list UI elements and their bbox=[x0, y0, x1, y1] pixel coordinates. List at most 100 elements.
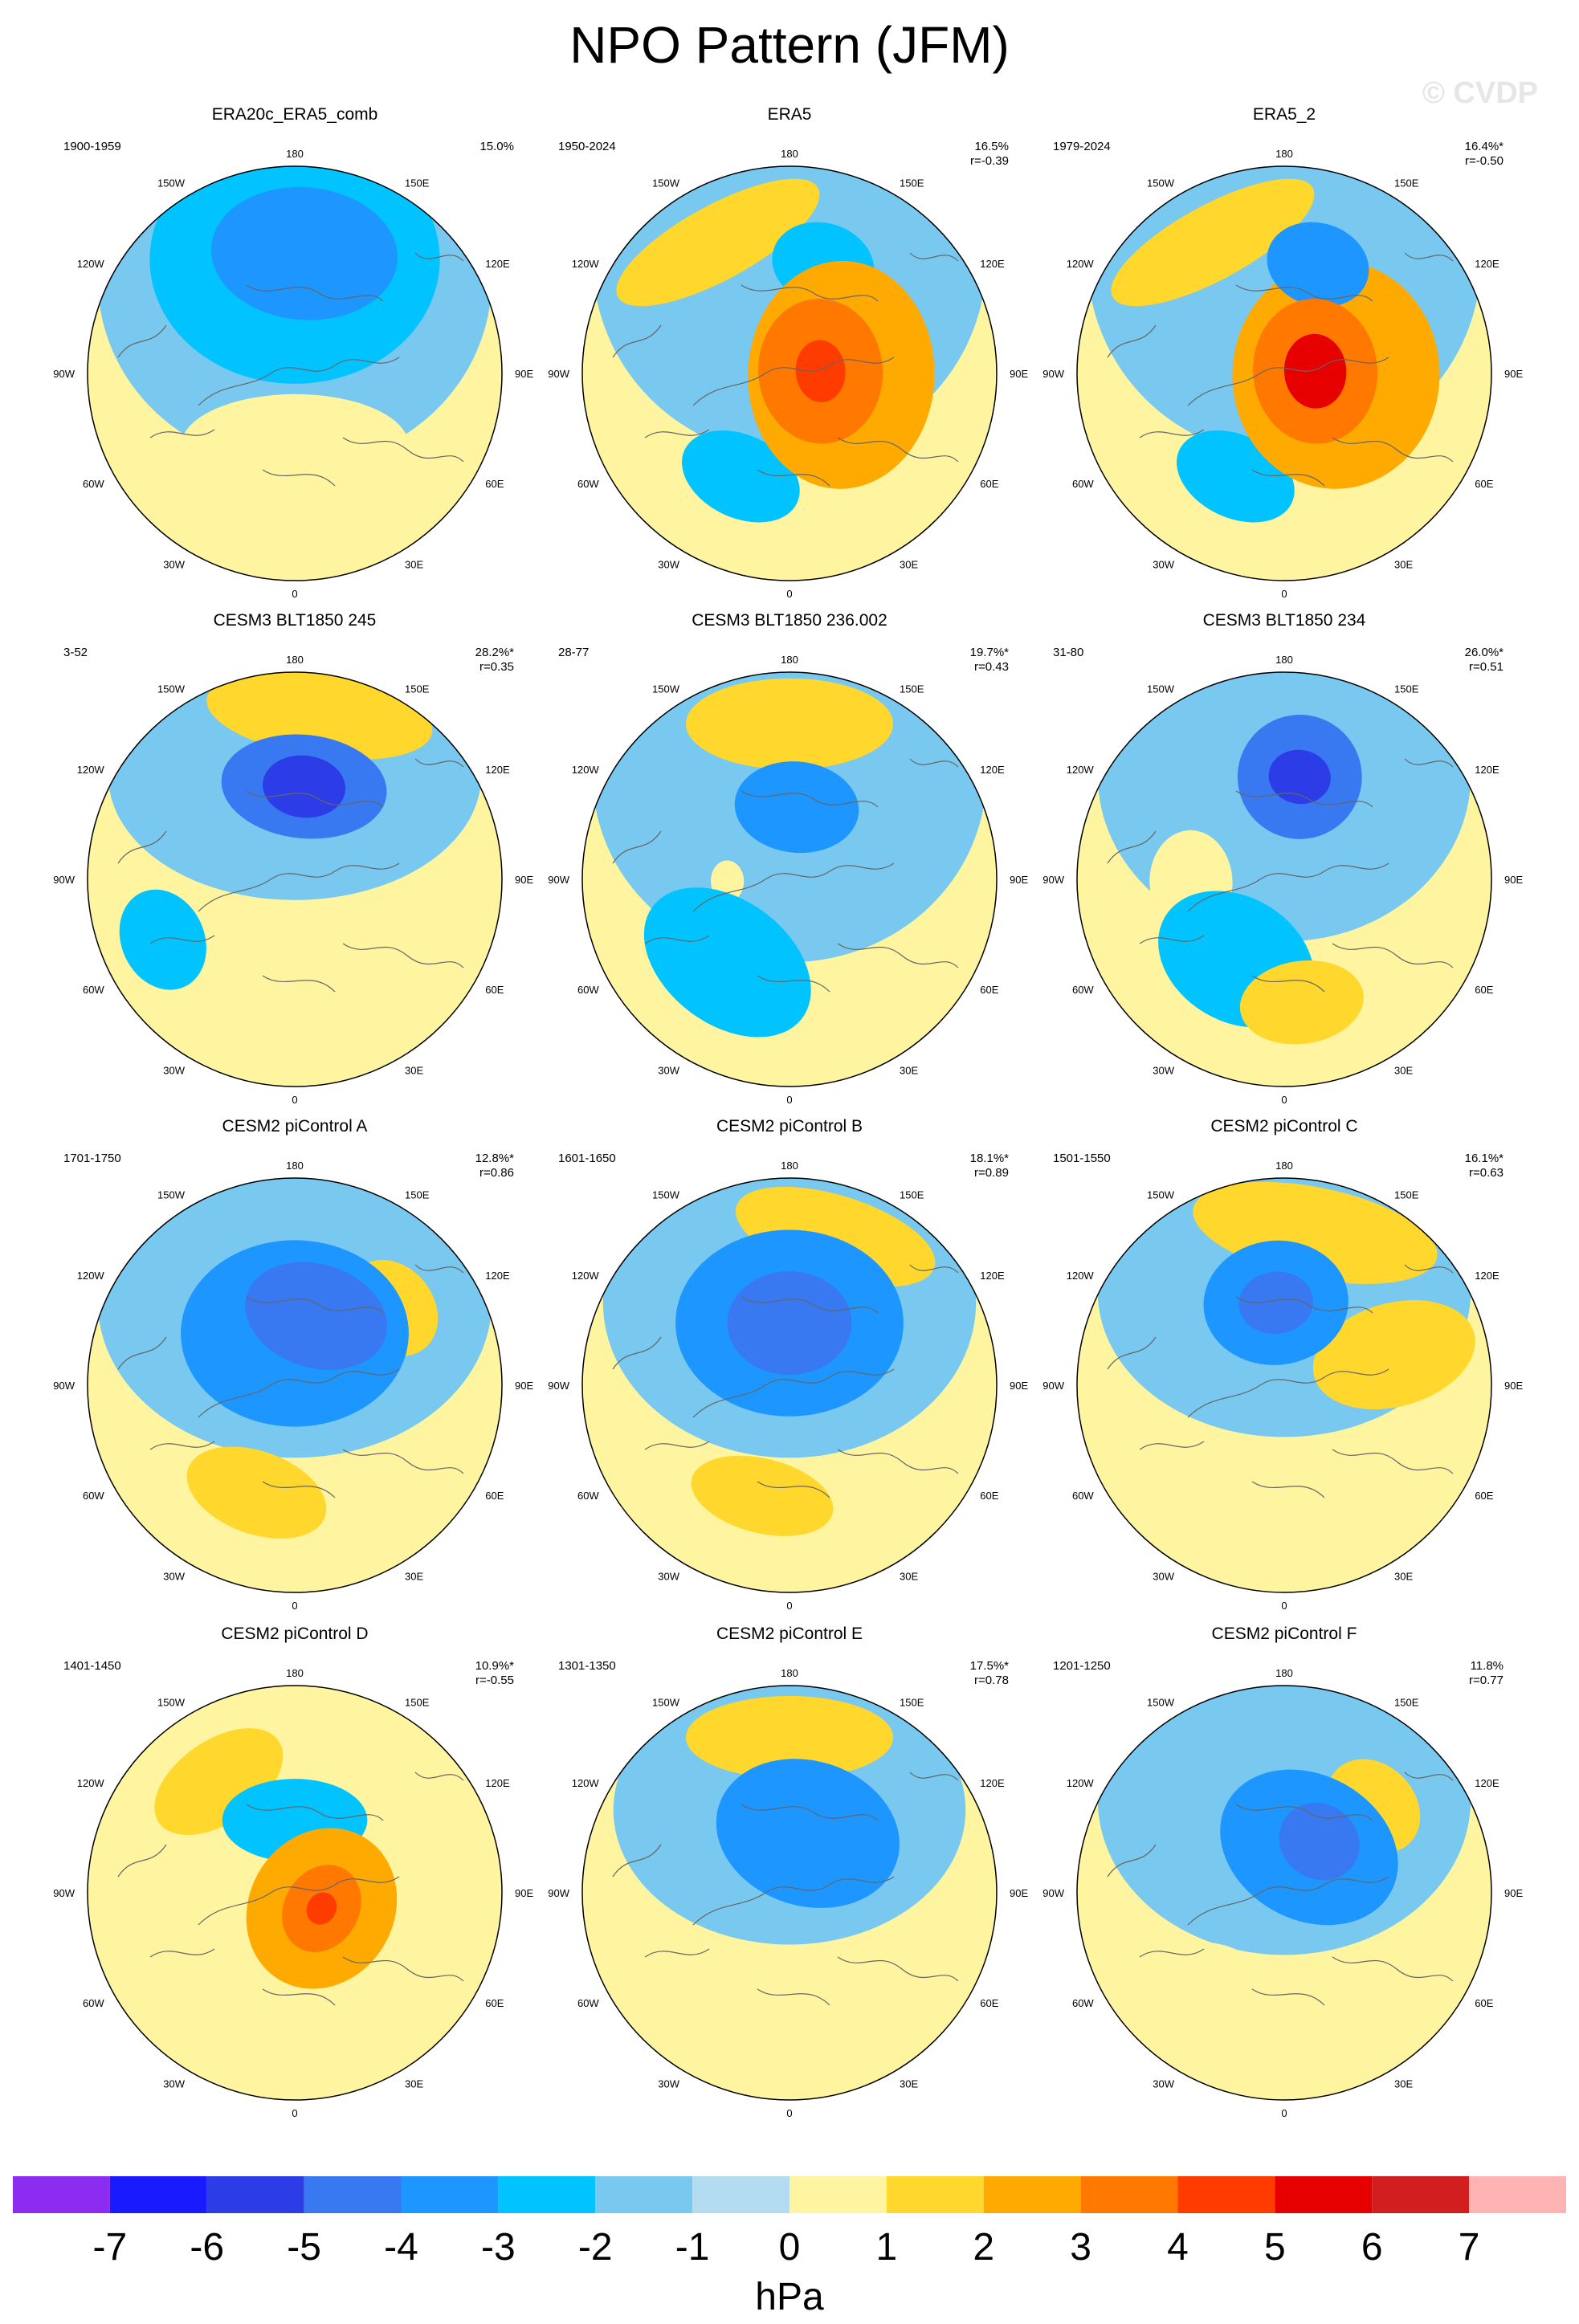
longitude-label: 0 bbox=[786, 1600, 792, 1612]
longitude-label: 180 bbox=[1275, 654, 1293, 666]
longitude-label: 90W bbox=[1042, 1380, 1064, 1392]
panel-title: CESM2 piControl D bbox=[221, 1625, 368, 1643]
longitude-label: 120E bbox=[485, 1777, 510, 1789]
panel-pct-variance: 28.2%* bbox=[475, 646, 515, 659]
contour-region bbox=[716, 1759, 900, 1908]
contour-region bbox=[643, 887, 811, 1038]
longitude-label: 60W bbox=[577, 478, 599, 490]
longitude-label: 30E bbox=[405, 1064, 423, 1076]
colorbar-label: 6 bbox=[1361, 2226, 1383, 2269]
longitude-label: 90E bbox=[1010, 368, 1028, 380]
colorbar-swatch bbox=[692, 2176, 790, 2213]
panel-years: 1900-1959 bbox=[63, 140, 121, 153]
panel: CESM2 piControl F 1201-1250 11.8%r=0.77 180… bbox=[1042, 1625, 1523, 2119]
panel-correlation: r=-0.39 bbox=[970, 154, 1009, 168]
longitude-label: 30E bbox=[405, 2077, 423, 2090]
longitude-label: 150E bbox=[405, 683, 430, 695]
colorbar-label: 0 bbox=[779, 2226, 801, 2269]
panel-correlation: r=0.78 bbox=[974, 1674, 1009, 1687]
longitude-label: 60W bbox=[577, 984, 599, 996]
contour-region bbox=[181, 393, 410, 498]
longitude-label: 60E bbox=[1475, 478, 1493, 490]
panel-title: CESM3 BLT1850 245 bbox=[214, 611, 377, 630]
longitude-label: 30E bbox=[900, 1570, 918, 1582]
map-border bbox=[581, 671, 998, 1087]
longitude-label: 120W bbox=[77, 1270, 105, 1282]
longitude-label: 30E bbox=[1394, 1064, 1413, 1076]
longitude-label: 120E bbox=[980, 1777, 1005, 1789]
longitude-label: 60W bbox=[83, 478, 104, 490]
longitude-label: 30W bbox=[163, 1570, 185, 1582]
contour-region bbox=[1283, 333, 1347, 409]
panel: CESM2 piControl C 1501-1550 16.1%*r=0.63 18… bbox=[1042, 1117, 1523, 1612]
longitude-label: 120W bbox=[1067, 1777, 1095, 1789]
coastlines bbox=[117, 758, 464, 993]
longitude-label: 150E bbox=[405, 1189, 430, 1201]
longitude-label: 180 bbox=[1275, 148, 1293, 160]
longitude-label: 90E bbox=[1504, 1887, 1523, 1899]
longitude-label: 150E bbox=[1394, 683, 1419, 695]
colorbar-swatch bbox=[1080, 2176, 1178, 2213]
polar-map bbox=[88, 1686, 502, 2100]
longitude-label: 90W bbox=[1042, 368, 1064, 380]
polar-map bbox=[88, 1178, 502, 1592]
colorbar-unit: hPa bbox=[755, 2276, 824, 2318]
colorbar-swatch bbox=[983, 2176, 1081, 2213]
longitude-label: 150W bbox=[1147, 1697, 1175, 1709]
longitude-label: 30W bbox=[658, 2077, 679, 2090]
map-border bbox=[581, 1685, 998, 2101]
longitude-label: 90E bbox=[515, 874, 533, 886]
longitude-label: 150E bbox=[900, 683, 924, 695]
longitude-label: 60W bbox=[83, 1997, 104, 2009]
colorbar-swatch bbox=[401, 2176, 499, 2213]
longitude-label: 180 bbox=[286, 1667, 304, 1679]
panel-correlation: r=0.77 bbox=[1469, 1674, 1504, 1687]
panel-pct-variance: 16.5% bbox=[974, 140, 1009, 153]
longitude-label: 60W bbox=[1072, 478, 1094, 490]
longitude-label: 90E bbox=[1504, 874, 1523, 886]
longitude-label: 150E bbox=[405, 177, 430, 190]
longitude-label: 120W bbox=[1067, 258, 1095, 270]
panel-correlation: r=-0.50 bbox=[1465, 154, 1504, 168]
contour-region bbox=[1111, 178, 1315, 307]
panel-title: CESM3 BLT1850 236.002 bbox=[692, 611, 887, 630]
longitude-label: 30W bbox=[658, 558, 679, 570]
panel-pct-variance: 18.1%* bbox=[970, 1152, 1010, 1165]
panel-correlation: r=0.89 bbox=[974, 1166, 1009, 1180]
longitude-label: 180 bbox=[1275, 1667, 1293, 1679]
contour-region bbox=[694, 1946, 815, 2035]
coastlines bbox=[117, 1772, 464, 2006]
panel-years: 1301-1350 bbox=[558, 1659, 616, 1673]
longitude-label: 180 bbox=[1275, 1160, 1293, 1172]
panel: ERA5 1950-2024 16.5%r=-0.39 180 150E 120E 90E 6… bbox=[548, 105, 1028, 600]
longitude-label: 30E bbox=[1394, 1570, 1413, 1582]
panel: CESM3 BLT1850 236.002 28-77 19.7%*r=0.43 18… bbox=[548, 611, 1028, 1106]
panel-pct-variance: 12.8%* bbox=[475, 1152, 515, 1165]
longitude-label: 30W bbox=[163, 2077, 185, 2090]
longitude-label: 120W bbox=[572, 764, 600, 776]
longitude-label: 120E bbox=[1475, 764, 1499, 776]
longitude-label: 0 bbox=[786, 2107, 792, 2119]
longitude-label: 180 bbox=[781, 1667, 798, 1679]
longitude-label: 0 bbox=[1281, 2107, 1287, 2119]
contour-region bbox=[1268, 749, 1331, 805]
contour-region bbox=[211, 187, 398, 320]
panel-correlation: r=0.86 bbox=[479, 1166, 514, 1180]
colorbar-swatch bbox=[1372, 2176, 1470, 2213]
longitude-label: 60E bbox=[1475, 984, 1493, 996]
colorbar-label: 5 bbox=[1264, 2226, 1286, 2269]
longitude-label: 30W bbox=[1153, 1570, 1174, 1582]
longitude-label: 120E bbox=[485, 764, 510, 776]
longitude-label: 150W bbox=[652, 683, 680, 695]
longitude-label: 60E bbox=[980, 984, 998, 996]
longitude-label: 30W bbox=[1153, 1064, 1174, 1076]
panel-years: 1701-1750 bbox=[63, 1152, 121, 1165]
longitude-label: 120E bbox=[980, 258, 1005, 270]
longitude-label: 60W bbox=[577, 1997, 599, 2009]
contour-region bbox=[686, 678, 893, 770]
longitude-label: 0 bbox=[1281, 588, 1287, 600]
longitude-label: 30E bbox=[1394, 2077, 1413, 2090]
colorbar-label: 2 bbox=[973, 2226, 994, 2269]
longitude-label: 60E bbox=[485, 1490, 504, 1502]
longitude-label: 150E bbox=[1394, 1697, 1419, 1709]
